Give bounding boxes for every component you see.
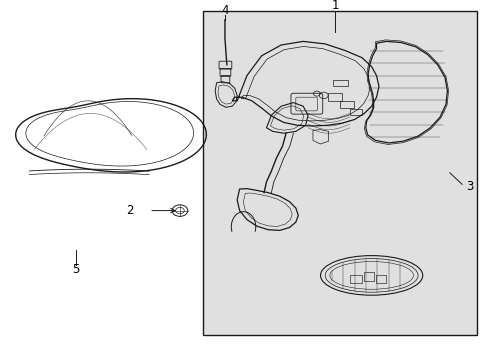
Bar bbox=[375, 275, 386, 283]
Bar bbox=[349, 275, 361, 283]
Bar bbox=[327, 93, 342, 101]
Text: 4: 4 bbox=[221, 4, 228, 17]
Bar bbox=[349, 109, 361, 115]
Bar bbox=[364, 272, 373, 281]
Bar bbox=[203, 11, 476, 335]
Bar bbox=[339, 101, 353, 108]
Bar bbox=[332, 80, 347, 86]
Text: 2: 2 bbox=[125, 204, 133, 217]
Text: 1: 1 bbox=[330, 0, 338, 12]
Text: 3: 3 bbox=[465, 180, 472, 193]
Text: 5: 5 bbox=[72, 263, 80, 276]
